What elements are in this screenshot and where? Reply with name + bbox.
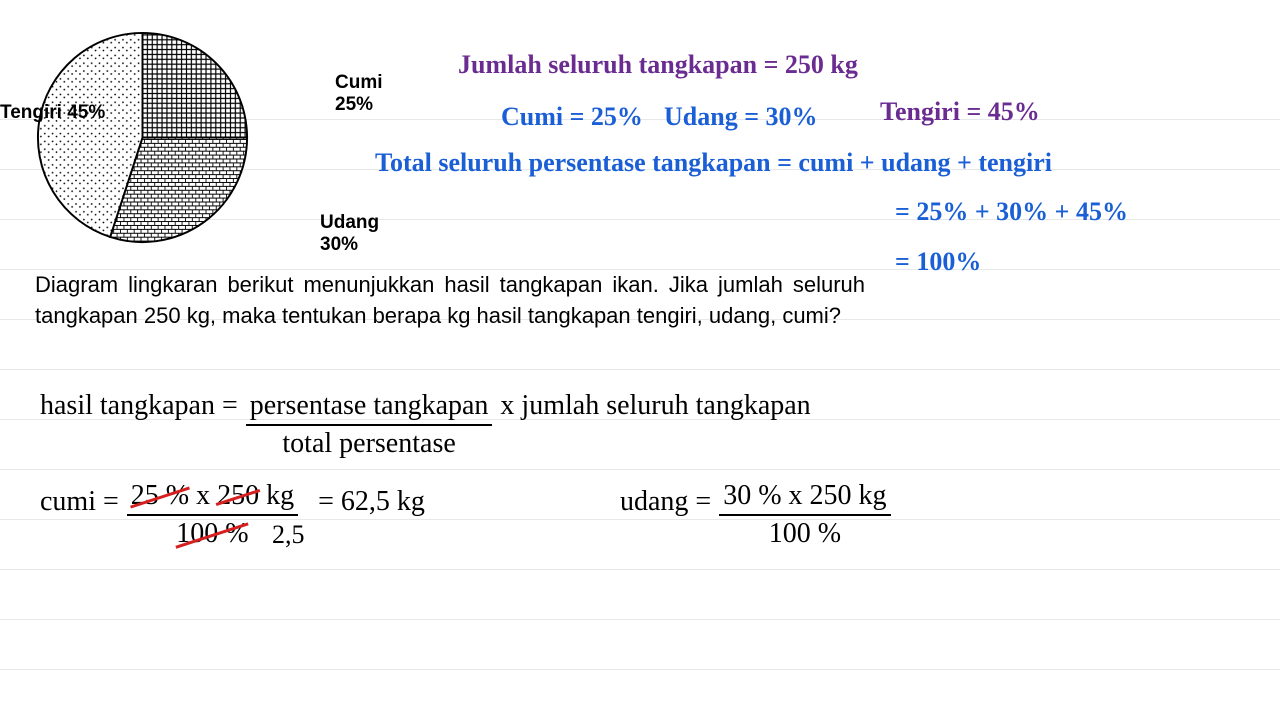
calc-udang: udang = 30 % x 250 kg 100 %	[620, 480, 899, 550]
note-sum-result: = 100%	[895, 247, 981, 277]
pie-chart	[35, 30, 250, 245]
formula-denominator: total persentase	[282, 426, 455, 460]
formula-numerator: persentase tangkapan	[246, 390, 493, 426]
note-udang-pct: Udang = 30%	[664, 102, 818, 132]
calc-udang-den: 100 %	[769, 516, 841, 550]
calc-cumi-simplified: 2,5	[272, 520, 305, 550]
calc-cumi-prefix: cumi =	[40, 480, 119, 518]
calc-udang-fraction: 30 % x 250 kg 100 %	[719, 480, 890, 550]
calc-cumi-num-mid: x	[189, 480, 217, 511]
note-total-pct-formula: Total seluruh persentase tangkapan = cum…	[375, 148, 1052, 178]
note-sum-expr: = 25% + 30% + 45%	[895, 197, 1128, 227]
formula-lhs: hasil tangkapan =	[40, 390, 238, 422]
pie-label-tengiri: Tengiri 45%	[0, 102, 105, 124]
formula-row: hasil tangkapan = persentase tangkapan t…	[40, 390, 811, 460]
calc-cumi-result: = 62,5 kg	[318, 480, 425, 518]
calc-cumi-num-strike2: 250	[217, 480, 259, 511]
formula-rhs: x jumlah seluruh tangkapan	[500, 390, 810, 422]
pie-label-cumi: Cumi 25%	[335, 72, 383, 116]
calc-cumi-den-strike: 100 %	[176, 518, 248, 549]
calc-cumi-num-strike1: 25 %	[131, 480, 189, 511]
formula-fraction: persentase tangkapan total persentase	[246, 390, 493, 460]
question-text: Diagram lingkaran berikut menunjukkan ha…	[35, 270, 865, 332]
note-cumi-pct: Cumi = 25%	[501, 102, 643, 132]
calc-cumi-den: 100 %	[176, 516, 248, 550]
note-total-catch: Jumlah seluruh tangkapan = 250 kg	[458, 50, 858, 80]
note-tengiri-pct: Tengiri = 45%	[880, 97, 1040, 127]
pie-chart-section: Cumi 25% Udang 30% Tengiri 45%	[35, 30, 250, 250]
calc-udang-num: 30 % x 250 kg	[719, 480, 890, 516]
pie-label-udang: Udang 30%	[320, 212, 379, 256]
calc-udang-prefix: udang =	[620, 480, 711, 518]
calc-cumi: cumi = 25 % x 250 kg 100 % = 62,5 kg	[40, 480, 425, 550]
calc-cumi-num: 25 % x 250 kg	[127, 480, 298, 516]
calc-cumi-num-tail: kg	[259, 480, 294, 511]
pie-slice-cumi	[143, 33, 248, 138]
